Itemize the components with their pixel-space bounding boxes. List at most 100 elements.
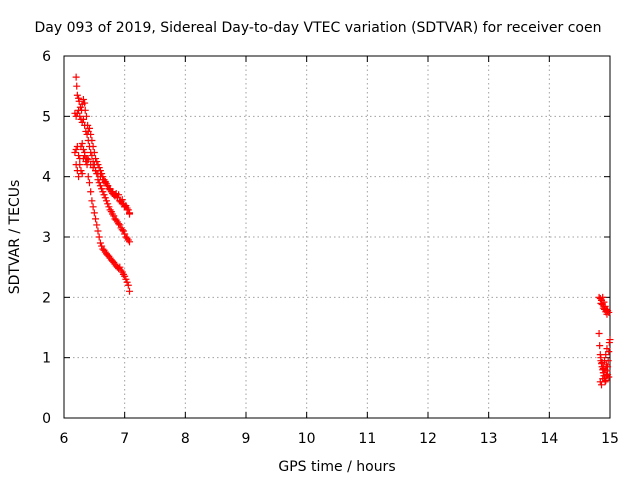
data-point xyxy=(76,112,84,120)
data-point xyxy=(72,146,80,154)
data-point xyxy=(96,182,104,190)
y-axis-label: SDTVAR / TECUs xyxy=(7,180,23,295)
data-point xyxy=(96,239,104,247)
data-point xyxy=(98,242,106,250)
y-tick-label: 4 xyxy=(42,170,51,186)
data-point xyxy=(598,360,606,368)
data-point xyxy=(79,115,87,123)
x-tick-label: 7 xyxy=(120,431,129,447)
data-point xyxy=(599,375,607,383)
data-point xyxy=(75,173,83,181)
data-point xyxy=(95,179,103,187)
data-point xyxy=(122,275,130,283)
data-point xyxy=(124,281,132,289)
data-point xyxy=(603,310,611,318)
data-point xyxy=(75,97,83,105)
data-point xyxy=(73,167,81,175)
data-point xyxy=(602,361,610,369)
data-point xyxy=(92,215,100,223)
data-point xyxy=(105,203,113,211)
data-point xyxy=(75,106,83,114)
data-point xyxy=(87,188,95,196)
x-tick-label: 8 xyxy=(181,431,190,447)
data-point xyxy=(88,197,96,205)
x-tick-label: 12 xyxy=(419,431,437,447)
data-point xyxy=(121,272,129,280)
data-point xyxy=(605,373,613,381)
y-tick-label: 5 xyxy=(42,109,51,125)
data-point xyxy=(600,369,608,377)
data-point xyxy=(81,121,89,129)
data-point xyxy=(95,233,103,241)
data-point xyxy=(601,357,609,365)
x-tick-label: 13 xyxy=(480,431,498,447)
x-tick-label: 9 xyxy=(242,431,251,447)
data-point xyxy=(596,342,604,350)
data-point xyxy=(605,339,613,347)
data-point xyxy=(84,173,92,181)
data-point xyxy=(121,230,129,238)
data-points xyxy=(71,73,614,389)
data-point xyxy=(81,106,89,114)
y-tick-label: 1 xyxy=(42,351,51,367)
data-point xyxy=(75,152,83,160)
data-point xyxy=(78,170,86,178)
y-tick-label: 6 xyxy=(42,49,51,65)
y-tick-label: 3 xyxy=(42,230,51,246)
data-point xyxy=(72,161,80,169)
data-point xyxy=(119,227,127,235)
data-point xyxy=(87,149,95,157)
data-point xyxy=(93,221,101,229)
x-tick-label: 10 xyxy=(298,431,316,447)
data-point xyxy=(100,191,108,199)
x-axis-label: GPS time / hours xyxy=(278,459,395,475)
data-point xyxy=(599,304,607,312)
data-point xyxy=(126,238,134,246)
y-tick-label: 2 xyxy=(42,290,51,306)
data-point xyxy=(123,278,131,286)
data-point xyxy=(72,73,80,81)
data-point xyxy=(75,94,83,102)
data-point xyxy=(84,156,92,164)
data-point xyxy=(595,330,603,338)
data-point xyxy=(79,95,87,103)
data-point xyxy=(116,221,124,229)
data-point xyxy=(116,263,124,271)
x-tick-label: 14 xyxy=(540,431,558,447)
data-point xyxy=(90,209,98,217)
data-point xyxy=(76,155,84,163)
data-point xyxy=(123,206,131,214)
data-point xyxy=(73,91,81,99)
data-point xyxy=(104,200,112,208)
data-point xyxy=(82,127,90,135)
data-point xyxy=(126,210,134,218)
data-point xyxy=(81,99,89,107)
data-point xyxy=(95,164,103,172)
y-tick-label: 0 xyxy=(42,411,51,427)
chart-title: Day 093 of 2019, Sidereal Day-to-day VTE… xyxy=(35,20,602,36)
data-point xyxy=(84,136,92,144)
data-point xyxy=(113,193,121,201)
data-point xyxy=(79,146,87,154)
data-point xyxy=(73,82,81,90)
x-tick-label: 11 xyxy=(358,431,376,447)
data-point xyxy=(597,354,605,362)
x-tick-label: 6 xyxy=(60,431,69,447)
data-point xyxy=(118,226,126,234)
data-point xyxy=(83,130,91,138)
data-point xyxy=(82,112,90,120)
data-point xyxy=(115,220,123,228)
data-point xyxy=(603,345,611,353)
data-point xyxy=(599,293,607,301)
data-point xyxy=(94,227,102,235)
data-point xyxy=(102,197,110,205)
data-point xyxy=(598,301,606,309)
data-point xyxy=(599,365,607,373)
x-tick-label: 15 xyxy=(601,431,619,447)
data-point xyxy=(606,336,614,344)
data-point xyxy=(602,351,610,359)
grid-lines xyxy=(64,56,610,418)
data-point xyxy=(78,139,86,147)
data-point xyxy=(126,287,134,295)
